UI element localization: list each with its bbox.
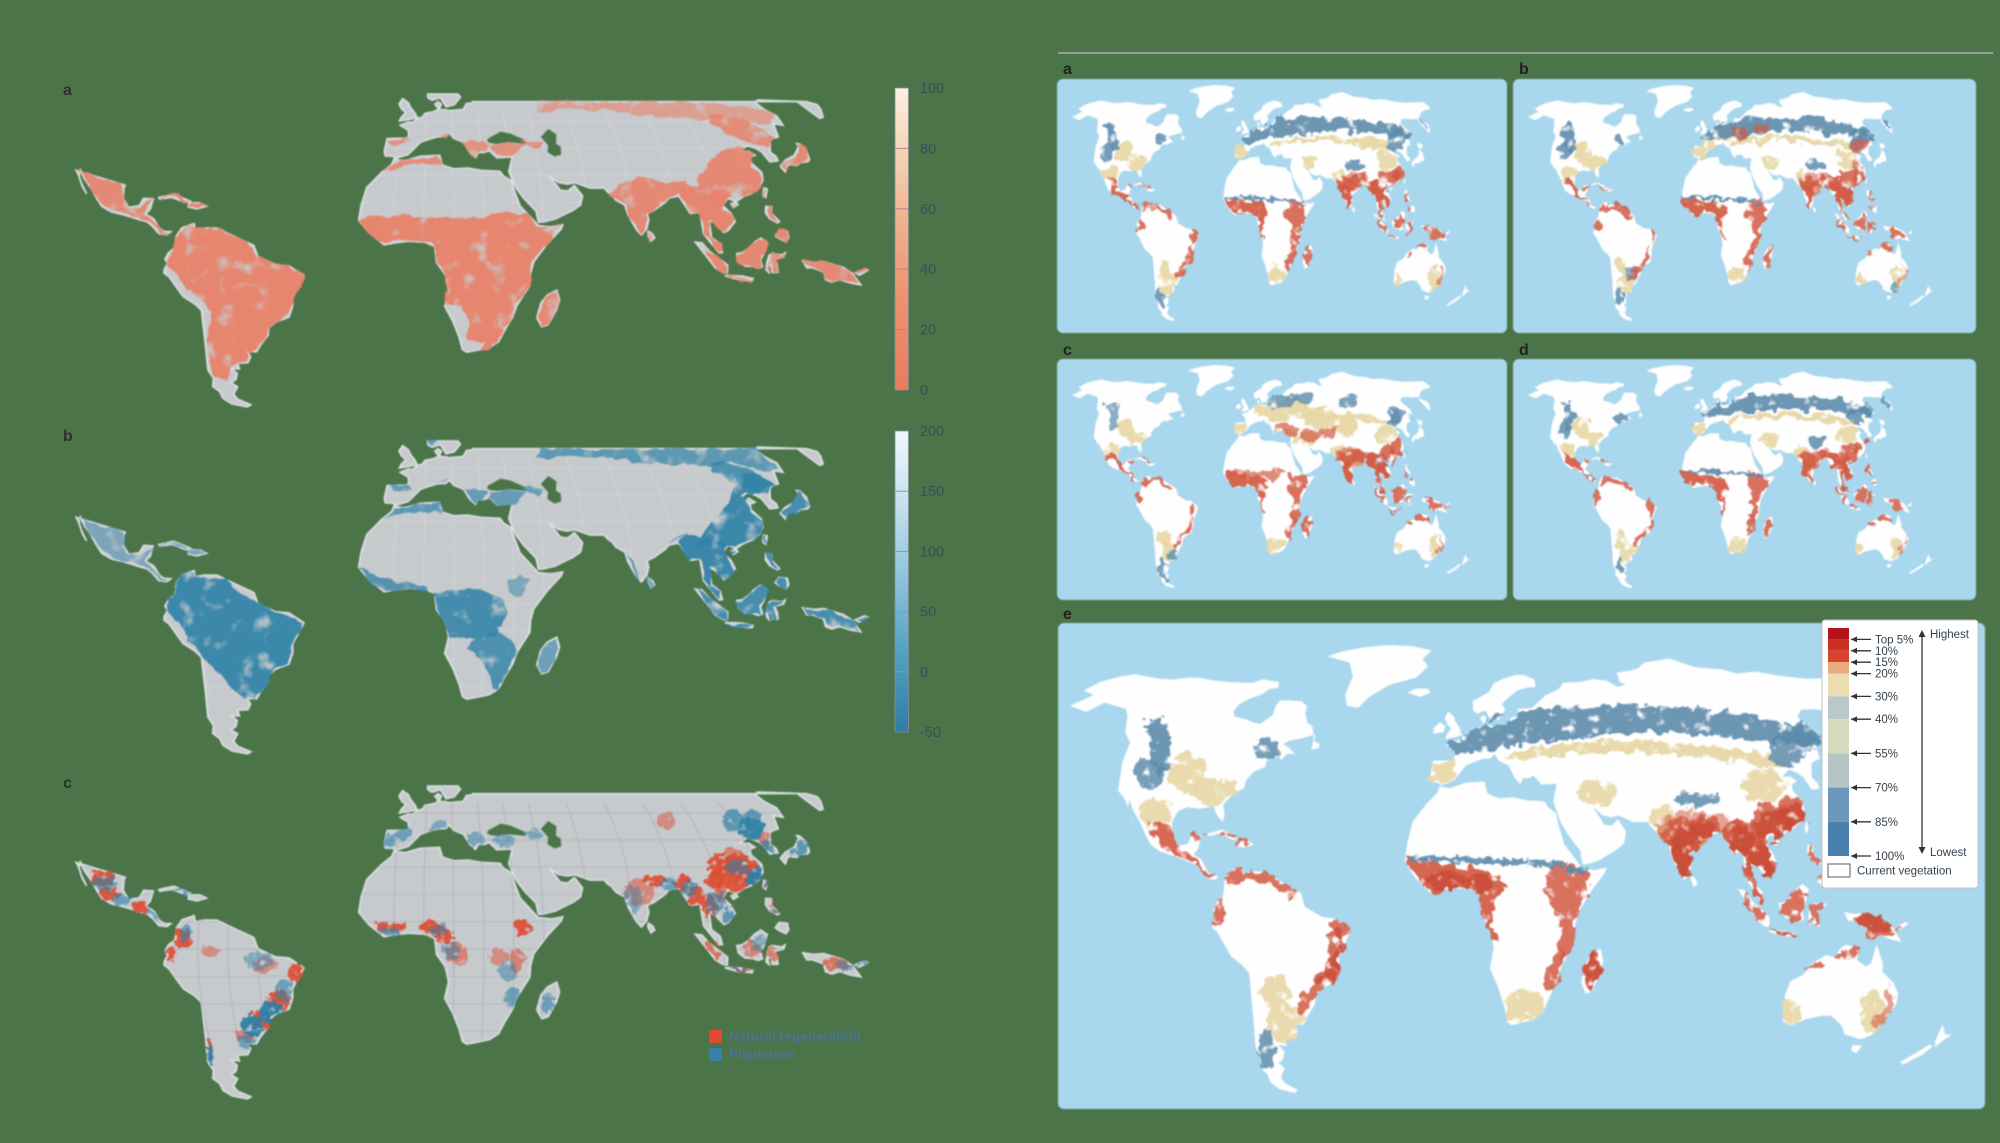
svg-text:Highest: Highest — [1930, 629, 1970, 641]
svg-text:100%: 100% — [1875, 851, 1904, 863]
svg-text:200: 200 — [920, 424, 944, 440]
svg-text:100: 100 — [920, 544, 944, 560]
svg-text:0: 0 — [920, 383, 928, 399]
svg-text:b: b — [63, 428, 73, 445]
svg-text:15%: 15% — [1875, 657, 1898, 669]
svg-text:Lowest: Lowest — [1930, 847, 1967, 859]
svg-text:c: c — [1063, 342, 1072, 359]
svg-text:b: b — [1519, 61, 1529, 78]
svg-text:70%: 70% — [1875, 783, 1898, 795]
svg-text:40: 40 — [920, 262, 936, 278]
svg-text:85%: 85% — [1875, 817, 1898, 829]
svg-text:e: e — [1063, 606, 1072, 623]
svg-text:Plantation: Plantation — [729, 1047, 794, 1062]
svg-text:150: 150 — [920, 484, 944, 500]
svg-text:Current vegetation: Current vegetation — [1857, 866, 1952, 878]
svg-text:a: a — [1063, 61, 1072, 78]
svg-text:-50: -50 — [920, 725, 941, 741]
svg-text:10%: 10% — [1875, 646, 1898, 658]
svg-text:50: 50 — [920, 605, 936, 621]
svg-text:c: c — [63, 775, 72, 792]
svg-text:55%: 55% — [1875, 748, 1898, 760]
svg-text:100: 100 — [920, 81, 944, 97]
svg-text:d: d — [1519, 342, 1529, 359]
svg-text:a: a — [63, 82, 72, 99]
svg-text:0: 0 — [920, 665, 928, 681]
svg-text:20: 20 — [920, 323, 936, 339]
svg-text:60: 60 — [920, 202, 936, 218]
svg-text:80: 80 — [920, 141, 936, 157]
svg-text:40%: 40% — [1875, 714, 1898, 726]
svg-text:Top 5%: Top 5% — [1875, 634, 1913, 646]
svg-text:30%: 30% — [1875, 691, 1898, 703]
svg-text:20%: 20% — [1875, 669, 1898, 681]
svg-text:Natural regeneration: Natural regeneration — [729, 1029, 861, 1044]
